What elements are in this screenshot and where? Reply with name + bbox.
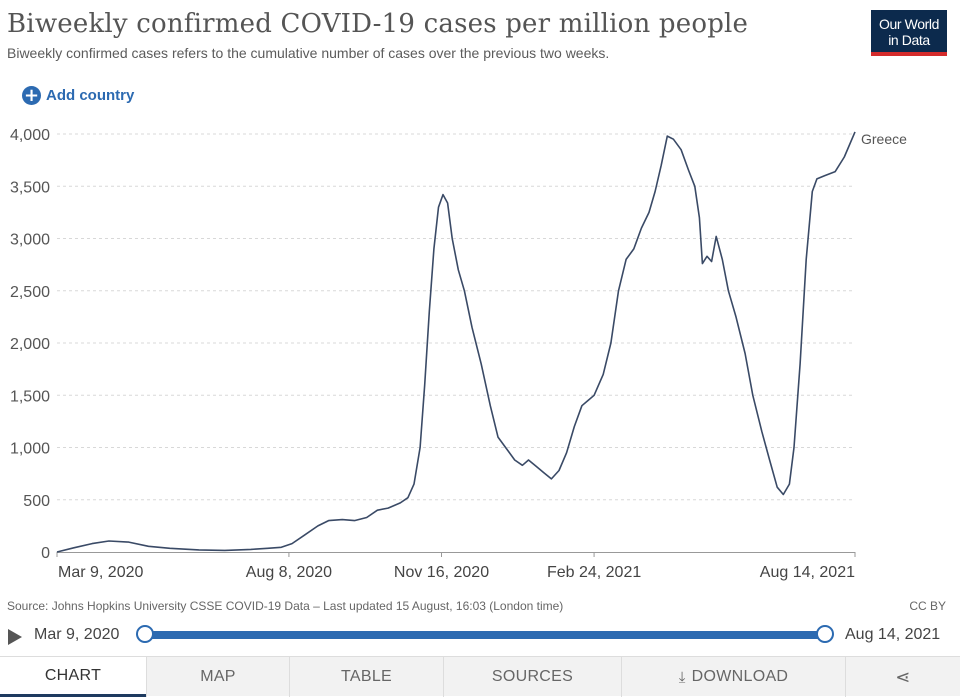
- series-layer: Greece: [56, 131, 907, 553]
- tab-bar: CHART MAP TABLE SOURCES ⤓ DOWNLOAD ⋖: [0, 656, 960, 697]
- y-tick-label: 2,000: [10, 336, 50, 353]
- timeline-end-handle[interactable]: [816, 625, 834, 643]
- tab-sources[interactable]: SOURCES: [443, 657, 621, 697]
- share-icon: ⋖: [895, 666, 911, 688]
- x-tick-label: Aug 8, 2020: [246, 564, 332, 581]
- tab-table-label: TABLE: [341, 668, 392, 685]
- tab-chart-label: CHART: [44, 666, 102, 684]
- play-icon[interactable]: [8, 629, 22, 645]
- x-tick-label: Aug 14, 2021: [760, 564, 855, 581]
- owid-logo[interactable]: Our World in Data: [871, 10, 947, 56]
- x-tick-label: Feb 24, 2021: [547, 564, 641, 581]
- tab-map-label: MAP: [200, 668, 236, 685]
- tab-table[interactable]: TABLE: [289, 657, 443, 697]
- tab-chart[interactable]: CHART: [0, 657, 146, 697]
- x-tick-label: Nov 16, 2020: [394, 564, 489, 581]
- logo-line-1: Our World: [879, 16, 939, 32]
- y-tick-label: 3,000: [10, 232, 50, 249]
- tab-map[interactable]: MAP: [146, 657, 289, 697]
- axes: 0 500 1,000 1,500 2,000 2,500 3,000 3,500 4,000 M…: [10, 127, 856, 581]
- y-tick-label: 500: [23, 493, 50, 510]
- tab-download-label: DOWNLOAD: [691, 668, 789, 685]
- x-tick-label: Mar 9, 2020: [58, 564, 143, 581]
- series-line-greece: [56, 131, 856, 553]
- logo-line-2: in Data: [888, 32, 930, 48]
- tab-download[interactable]: ⤓ DOWNLOAD: [621, 657, 845, 697]
- timeline-start-handle[interactable]: [136, 625, 154, 643]
- y-tick-label: 1,000: [10, 441, 50, 458]
- chart-subtitle: Biweekly confirmed cases refers to the c…: [7, 45, 610, 61]
- y-tick-label: 3,500: [10, 179, 50, 196]
- plus-circle-icon: +: [22, 85, 41, 106]
- y-tick-label: 2,500: [10, 284, 50, 301]
- chart-title: Biweekly confirmed COVID-19 cases per mi…: [7, 9, 749, 39]
- timeline: Mar 9, 2020 Aug 14, 2021: [0, 624, 960, 648]
- timeline-start-label: Mar 9, 2020: [34, 626, 120, 643]
- license-link[interactable]: CC BY: [909, 599, 946, 613]
- line-chart: 0 500 1,000 1,500 2,000 2,500 3,000 3,500 4,000 M…: [10, 127, 907, 581]
- add-country-button[interactable]: + Add country: [22, 86, 134, 105]
- timeline-end-label: Aug 14, 2021: [845, 626, 941, 643]
- y-tick-label: 4,000: [10, 127, 50, 144]
- timeline-track[interactable]: [145, 631, 825, 639]
- download-icon: ⤓: [678, 668, 686, 686]
- y-tick-label: 1,500: [10, 388, 50, 405]
- grid-lines: [57, 133, 855, 501]
- series-label: Greece: [861, 131, 907, 147]
- source-note: Source: Johns Hopkins University CSSE CO…: [7, 599, 564, 613]
- share-button[interactable]: ⋖: [845, 657, 960, 697]
- tab-sources-label: SOURCES: [491, 668, 574, 685]
- y-tick-label: 0: [41, 545, 50, 562]
- add-country-label: Add country: [46, 87, 135, 104]
